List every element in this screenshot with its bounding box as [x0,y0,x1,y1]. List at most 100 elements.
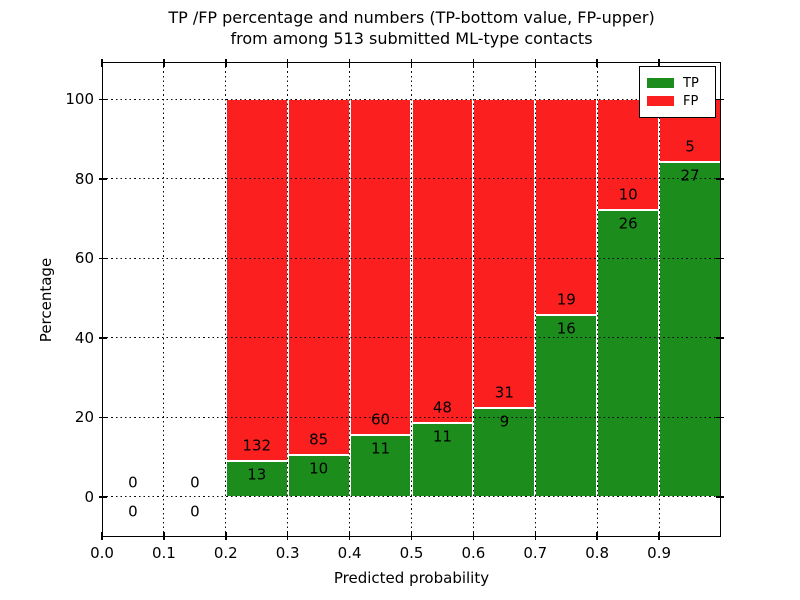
bar-segment-fp [225,99,288,462]
chart-title-line1: TP /FP percentage and numbers (TP-bottom… [168,8,655,27]
fp-count-label: 0 [190,473,200,492]
x-tick-label: 0.7 [523,544,548,562]
bar-segment-fp [535,99,598,316]
x-tick-mark-top [348,59,351,67]
x-tick-mark [534,532,537,540]
x-tick-label: 0.9 [647,544,672,562]
bar-segment-fp [287,99,350,456]
x-tick-mark-top [658,59,660,67]
y-tick-label: 40 [74,328,94,347]
vertical-gridline [658,62,660,537]
x-tick-label: 0.4 [337,544,362,562]
fp-legend-label: FP [683,93,699,109]
x-tick-mark [472,532,475,540]
y-tick-mark [99,98,107,101]
x-tick-mark-top [225,59,227,67]
tp-count-label: 10 [309,459,329,478]
tp-count-label: 16 [556,319,576,338]
vertical-gridline [225,62,227,537]
vertical-gridline [163,62,165,537]
x-tick-mark-top [596,59,598,67]
y-tick-mark-right [716,496,724,498]
vertical-gridline [534,62,536,537]
y-tick-label: 0 [84,487,94,506]
fp-count-label: 0 [128,473,138,492]
vertical-gridline [596,62,598,537]
bar-segment-tp [535,315,598,497]
x-tick-mark-top [410,59,413,67]
bar-segment-tp [597,209,660,497]
chart-title-line2: from among 513 submitted ML-type contact… [230,29,593,48]
x-tick-mark [225,532,227,540]
vertical-gridline [411,62,412,537]
y-tick-mark [99,416,107,419]
y-tick-label: 80 [74,169,94,188]
tp-count-label: 27 [680,166,700,184]
x-tick-label: 0.8 [585,544,610,562]
x-tick-mark-top [286,59,289,67]
y-tick-mark-right [716,257,724,260]
x-tick-label: 0.2 [213,544,238,562]
fp-count-label: 5 [685,137,695,155]
fp-legend-swatch-icon [647,96,674,106]
legend-item-fp: FP [647,93,709,109]
plot-area: 0 0 0 0 132 13 85 10 60 11 48 11 31 9 19 16 10 26 5 27 TP F… [99,59,724,540]
fp-count-label: 60 [371,410,391,429]
legend: TP FP [639,66,716,118]
y-tick-mark-right [716,337,724,339]
tp-count-label: 26 [618,214,638,233]
x-tick-mark [286,532,289,540]
fp-count-label: 31 [494,383,514,402]
tp-count-label: 13 [247,465,267,484]
fp-count-label: 132 [242,436,272,455]
y-tick-mark [99,178,107,180]
y-tick-mark-right [716,178,724,180]
chart-title: TP /FP percentage and numbers (TP-bottom… [102,7,721,49]
legend-item-tp: TP [647,75,709,91]
x-tick-mark [658,532,660,540]
tp-count-label: 9 [499,412,510,431]
y-tick-label: 60 [74,249,94,268]
bar-segment-fp [349,99,412,436]
x-axis-label: Predicted probability [333,569,490,587]
x-tick-mark [596,532,598,540]
x-tick-mark [348,532,351,540]
y-tick-mark [99,337,107,339]
vertical-gridline [287,62,289,537]
tp-count-label: 11 [371,439,391,458]
x-tick-label: 0.5 [399,544,424,562]
y-tick-label: 20 [74,408,94,427]
bar-segment-fp [473,99,536,408]
x-tick-mark [410,532,413,540]
tp-legend-swatch-icon [647,78,674,88]
fp-count-label: 10 [618,185,638,204]
tp-count-label: 0 [128,502,138,521]
y-tick-mark-right [716,98,724,101]
x-tick-mark [101,532,103,540]
x-tick-label: 0.3 [275,544,300,562]
vertical-gridline [349,62,351,537]
x-tick-label: 0.1 [151,544,176,562]
tp-legend-label: TP [683,75,699,91]
y-tick-mark-right [716,416,724,419]
x-tick-label: 0.0 [90,544,114,562]
fp-count-label: 19 [556,290,576,309]
x-tick-mark-top [163,59,165,67]
bar-segment-tp [659,161,721,497]
bar-segment-fp [411,99,474,423]
bar-segment-tp [225,461,288,497]
fp-count-label: 48 [432,398,452,417]
x-tick-mark-top [472,59,475,67]
y-tick-mark [99,496,107,498]
x-tick-mark-top [101,59,103,67]
y-tick-mark [99,257,107,260]
y-tick-label: 100 [65,90,94,109]
vertical-gridline [472,62,474,537]
tp-count-label: 0 [190,502,200,521]
fp-count-label: 85 [309,430,329,449]
x-tick-mark [163,532,165,540]
tp-count-label: 11 [432,427,452,446]
x-tick-mark-top [534,59,537,67]
x-tick-label: 0.6 [461,544,486,562]
